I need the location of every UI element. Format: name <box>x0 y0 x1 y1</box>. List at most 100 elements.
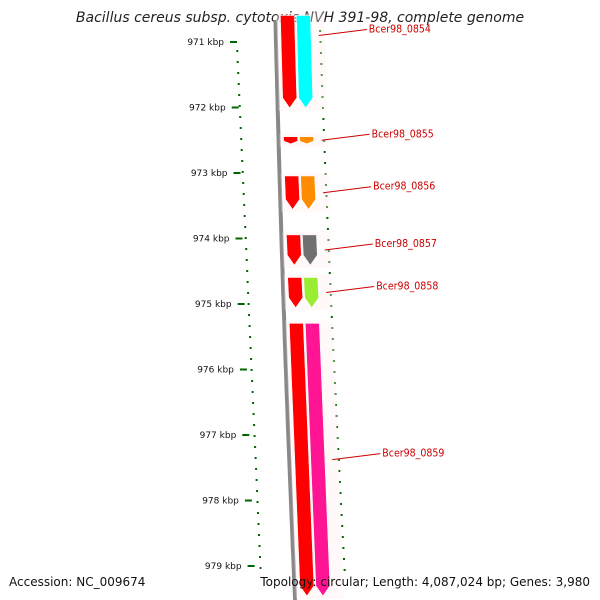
kbp-tick-label: 974 kbp <box>193 235 230 245</box>
gc-content-track <box>236 30 346 571</box>
kbp-axis: 971 kbp 972 kbp 973 kbp 974 kbp 975 kbp 976 k… <box>187 38 255 572</box>
gc-dot <box>249 336 252 338</box>
gc-dot-right <box>326 206 328 208</box>
gc-dot <box>259 567 262 569</box>
gc-dot-right <box>321 107 324 109</box>
gc-dot-right <box>320 74 323 76</box>
gc-dot <box>255 479 258 481</box>
gene-label[interactable]: Bcer98_0854 <box>369 24 431 36</box>
kbp-tick-label: 971 kbp <box>187 38 224 48</box>
topology-text: Topology: circular; Length: 4,087,024 bp… <box>259 575 590 589</box>
gc-dot <box>237 72 240 74</box>
gc-dot-right <box>334 393 337 395</box>
gene-arrow <box>280 15 297 109</box>
kbp-tick <box>247 565 255 567</box>
kbp-tick <box>231 106 239 109</box>
gc-dot-right <box>328 261 331 263</box>
gene-label[interactable]: Bcer98_0856 <box>373 181 435 193</box>
gene-arrow <box>284 175 300 210</box>
gc-dot <box>237 83 240 85</box>
gc-dot <box>253 424 256 426</box>
gc-dot <box>242 182 245 184</box>
kbp-tick <box>230 41 237 43</box>
gene-label-leader <box>324 243 373 251</box>
gc-dot-right <box>323 151 326 153</box>
genome-backbone <box>273 19 298 600</box>
gc-dot-right <box>335 415 338 417</box>
gene-arrow <box>283 136 298 145</box>
kbp-tick <box>244 499 252 502</box>
gc-dot-right <box>324 173 327 175</box>
kbp-tick-label: 977 kbp <box>200 431 237 441</box>
gc-dot <box>236 50 239 52</box>
gc-dot <box>246 270 249 272</box>
gc-dot-right <box>341 525 344 527</box>
gene-label[interactable]: Bcer98_0855 <box>372 128 434 140</box>
gc-dot-right <box>336 426 339 428</box>
gc-dot-right <box>328 272 331 274</box>
gc-dot-right <box>327 250 330 252</box>
gc-dot-right <box>329 294 332 296</box>
gc-dot <box>255 468 258 470</box>
gc-dot-right <box>329 283 332 285</box>
gc-dot-right <box>342 547 345 549</box>
gc-dot <box>250 369 253 371</box>
kbp-tick <box>237 303 245 305</box>
gc-dot <box>245 248 248 250</box>
gene-label-leader <box>318 29 367 36</box>
gc-dot-right <box>332 349 335 351</box>
gc-dot <box>252 413 255 415</box>
gc-dot-right <box>336 437 339 439</box>
gc-dot-right <box>323 140 326 142</box>
gc-dot <box>239 127 242 129</box>
gc-dot-right <box>343 569 346 571</box>
gc-dot-right <box>320 63 323 65</box>
kbp-tick-label: 973 kbp <box>191 169 228 179</box>
gc-dot <box>236 61 239 63</box>
gc-dot-right <box>322 118 325 120</box>
gc-dot-right <box>325 184 327 186</box>
gc-dot <box>257 523 260 525</box>
gc-dot <box>240 138 243 140</box>
gene-label[interactable]: Bcer98_0858 <box>376 281 438 293</box>
gene-arrow <box>287 277 303 309</box>
gc-dot-right <box>322 129 325 131</box>
gc-dot-right <box>331 338 334 340</box>
gc-dot <box>249 347 252 349</box>
gc-dot-right <box>338 470 341 472</box>
gc-dot <box>245 259 248 261</box>
gc-dot-right <box>330 305 333 307</box>
gene-label[interactable]: Bcer98_0859 <box>382 448 444 460</box>
gene-arrow <box>286 234 302 266</box>
kbp-tick-label: 976 kbp <box>197 366 234 376</box>
gc-dot-right <box>330 316 333 318</box>
accession-text: Accession: NC_009674 <box>9 575 145 589</box>
gene-label-leader <box>326 286 375 293</box>
gc-dot <box>242 193 245 195</box>
gene-labels: Bcer98_0854 Bcer98_0855 Bcer98_0856 Bcer98_… <box>318 24 444 461</box>
gc-dot-right <box>335 404 337 406</box>
gc-dot-right <box>339 492 342 494</box>
gc-dot-right <box>325 195 328 197</box>
gene-label[interactable]: Bcer98_0857 <box>375 238 437 250</box>
gc-dot <box>257 512 259 514</box>
gc-dot <box>241 171 244 173</box>
kbp-tick <box>233 172 241 174</box>
gc-dot <box>256 501 259 503</box>
gc-dot <box>244 237 247 239</box>
kbp-tick-label: 978 kbp <box>202 497 239 507</box>
gc-dot-right <box>327 239 330 241</box>
gc-dot-right <box>326 228 329 230</box>
gc-dot-right <box>319 41 322 43</box>
gc-dot-right <box>332 360 335 362</box>
cds-arrow <box>299 136 314 145</box>
gc-dot <box>256 490 259 492</box>
gc-dot <box>258 545 261 547</box>
kbp-tick <box>235 237 243 240</box>
gene-label-leader <box>323 186 372 194</box>
gc-dot <box>238 94 241 96</box>
gc-dot <box>250 358 253 360</box>
gc-dot <box>241 160 244 162</box>
gc-dot <box>243 215 246 217</box>
